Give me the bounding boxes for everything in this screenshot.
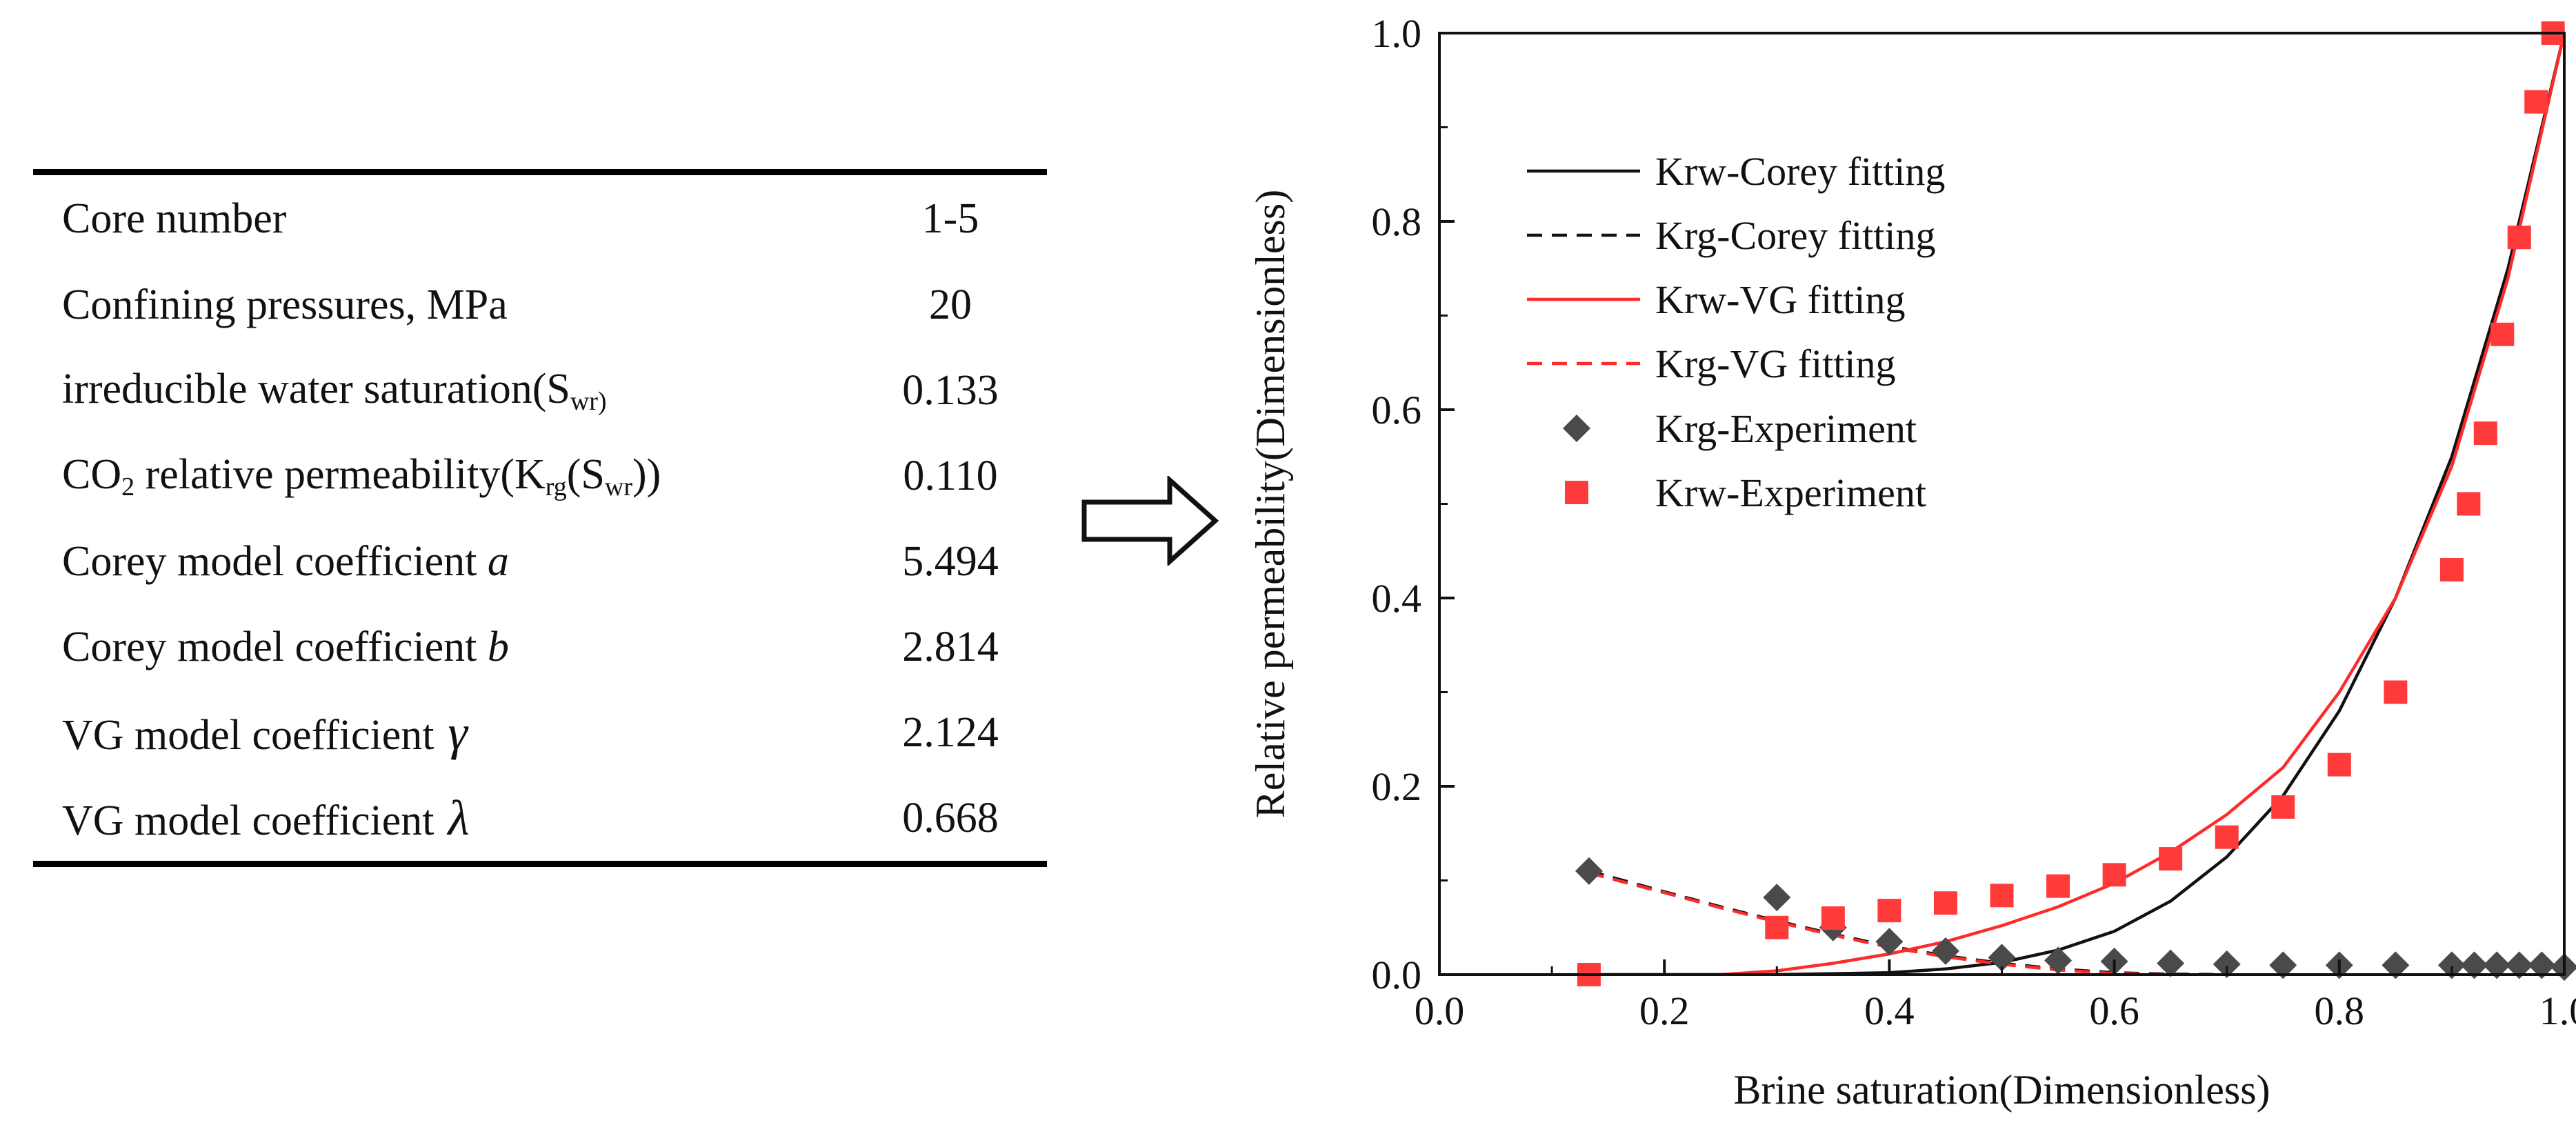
relative-permeability-chart: 0.00.0 0.2 0.2 0.4 0.4 0.6 0.6 0.8 0.8 1.0 1.0 Brin… [1248, 11, 2576, 1113]
data-point-krg-experiment [2157, 949, 2185, 977]
x-tick-label: 0.4 [1864, 988, 1915, 1033]
data-point-krg-experiment [1931, 937, 1959, 965]
data-point-krg-experiment [2505, 951, 2533, 979]
row-value: 5.494 [902, 537, 999, 585]
data-point-krg-experiment [1875, 928, 1904, 956]
row-label: Corey model coefficient b [62, 623, 509, 670]
data-point-krw-experiment [2327, 753, 2351, 777]
data-point-krw-experiment [1765, 915, 1789, 939]
table-row: Core number 1-5 [33, 175, 1047, 262]
data-point-krw-experiment [2271, 795, 2295, 819]
x-tick-label: 0.6 [2089, 988, 2139, 1033]
data-point-krw-experiment [2457, 492, 2481, 516]
row-value: 2.124 [902, 708, 999, 756]
table-row: Corey model coefficient b 2.814 [33, 604, 1047, 690]
x-tick-label: 0.8 [2315, 988, 2365, 1033]
y-tick-label: 0.2 [1372, 764, 1422, 809]
data-point-krw-experiment [2439, 558, 2464, 582]
x-tick-label: 1.0 [2539, 988, 2576, 1033]
row-value: 2.814 [902, 623, 999, 670]
data-point-krg-experiment [1988, 944, 2016, 972]
data-point-krw-experiment [2490, 322, 2515, 346]
data-point-krg-experiment [2460, 951, 2488, 979]
series-line-krw-corey-fitting [1588, 33, 2564, 975]
table-row: irreducible water saturation(Swr) 0.133 [33, 348, 1047, 433]
x-axis-title: Brine saturation(Dimensionless) [1733, 1067, 2270, 1113]
series-line-krg-vg-fitting [1588, 871, 2171, 975]
parameter-table: Core number 1-5 Confining pressures, MPa… [33, 169, 1047, 867]
row-label: Confining pressures, MPa [62, 281, 508, 328]
data-point-krw-experiment [1990, 884, 2014, 908]
y-tick-label: 0.8 [1372, 199, 1422, 244]
data-point-krw-experiment [2524, 90, 2548, 114]
data-point-krw-experiment [2046, 874, 2070, 898]
row-value: 1-5 [921, 195, 979, 242]
row-label: Core number [62, 195, 287, 242]
y-axis-title: Relative permeability(Dimensionless) [1248, 190, 1293, 818]
data-point-krw-experiment [2159, 847, 2183, 871]
legend-label-krg-experiment: Krg-Experiment [1655, 406, 1917, 451]
data-point-krw-experiment [2507, 226, 2531, 250]
legend-label-krg-vg-fitting: Krg-VG fitting [1655, 341, 1896, 386]
row-label: CO2 relative permeability(Krg(Swr)) [62, 450, 661, 501]
x-tick-label: 0.0 [1415, 988, 1465, 1033]
row-value: 20 [929, 281, 972, 328]
data-point-krw-experiment [2215, 825, 2239, 849]
x-tick-label: 0.2 [1639, 988, 1690, 1033]
data-point-krw-experiment [1933, 891, 1957, 915]
data-point-krg-experiment [2213, 950, 2241, 978]
table-row: VG model coefficient γ 2.124 [33, 690, 1047, 775]
plot-frame [1438, 32, 2566, 976]
row-label: Corey model coefficient a [62, 537, 509, 585]
y-tick-label: 0.4 [1372, 576, 1422, 621]
table-row: VG model coefficient λ 0.668 [33, 775, 1047, 861]
table-row: Confining pressures, MPa 20 [33, 262, 1047, 348]
y-tick-label: 0.6 [1372, 388, 1422, 432]
legend-label-krw-vg-fitting: Krw-VG fitting [1655, 277, 1905, 322]
y-tick-label: 1.0 [1372, 11, 1422, 56]
legend-label-krw-corey-fitting: Krw-Corey fitting [1655, 149, 1945, 194]
row-value: 0.110 [903, 452, 998, 499]
data-point-krw-experiment [1821, 906, 1845, 930]
data-point-krw-experiment [1877, 899, 1901, 923]
data-point-krw-experiment [2102, 863, 2126, 887]
data-point-krg-experiment [2437, 951, 2466, 979]
legend-label-krw-experiment: Krw-Experiment [1655, 470, 1926, 515]
data-point-krw-experiment [2384, 680, 2408, 704]
series-line-krw-vg-fitting [1720, 33, 2564, 975]
data-point-krg-experiment [2382, 951, 2410, 979]
row-label: irreducible water saturation(Swr) [62, 365, 607, 416]
row-value: 0.668 [902, 794, 999, 841]
right-outline-arrow-icon [1081, 476, 1219, 566]
y-tick-label: 0.0 [1372, 953, 1422, 997]
row-label: VG model coefficient λ [62, 790, 470, 846]
data-point-krg-experiment [1575, 857, 1603, 885]
table-row: Corey model coefficient a 5.494 [33, 519, 1047, 604]
data-point-krg-experiment [2044, 946, 2073, 975]
data-point-krg-experiment [2483, 951, 2511, 979]
data-point-krg-experiment [2528, 951, 2556, 979]
legend-label-krg-corey-fitting: Krg-Corey fitting [1655, 213, 1935, 258]
legend-swatch-krg-experiment [1563, 415, 1590, 442]
data-point-krg-experiment [1763, 884, 1791, 912]
legend-swatch-krw-experiment [1565, 481, 1588, 504]
table-row: CO2 relative permeability(Krg(Swr)) 0.11… [33, 433, 1047, 519]
data-point-krg-experiment [2269, 951, 2297, 979]
row-value: 0.133 [902, 366, 999, 414]
row-label: VG model coefficient γ [62, 704, 468, 760]
data-point-krw-experiment [2473, 421, 2497, 446]
